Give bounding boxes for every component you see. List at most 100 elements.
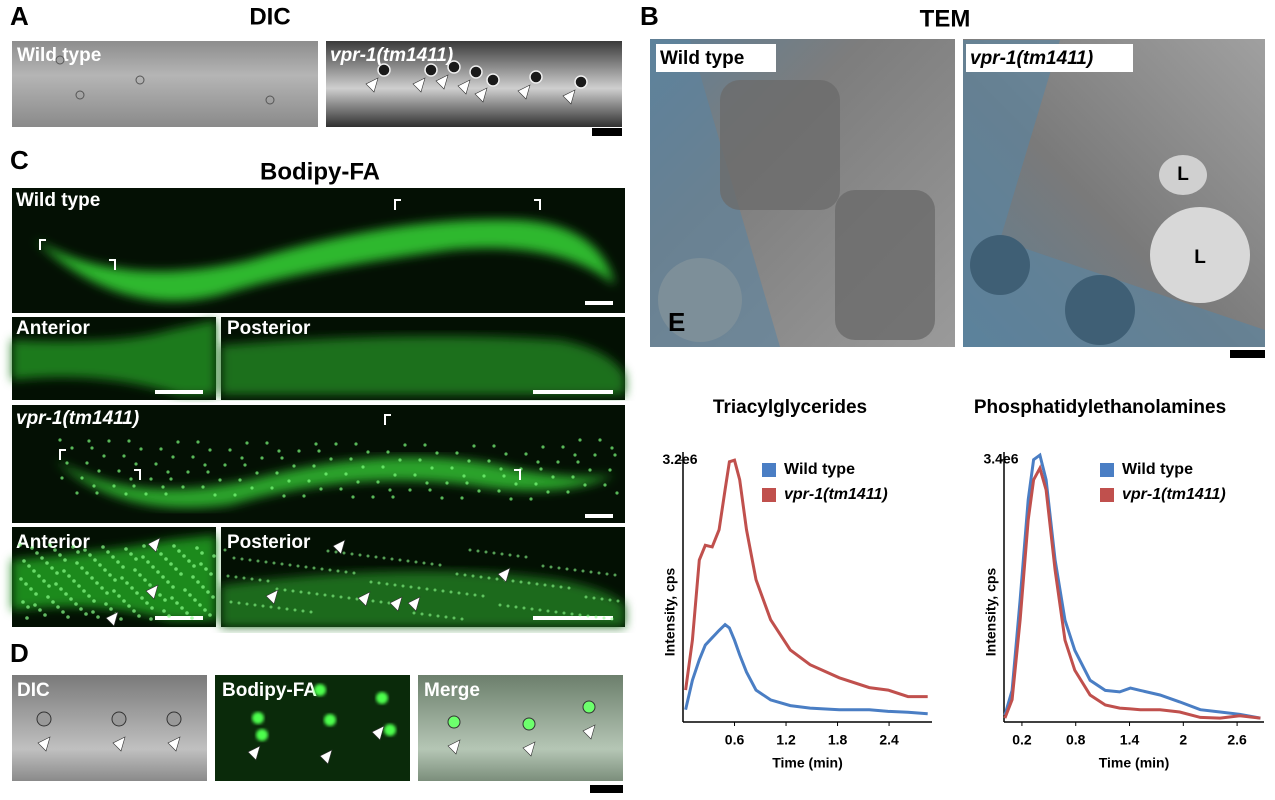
- lipid-dot: [530, 607, 534, 611]
- lipid-dot: [258, 578, 262, 582]
- lipid-dot: [457, 591, 461, 595]
- lipid-dot: [260, 456, 264, 460]
- lipid-dot: [95, 581, 99, 585]
- lipid-dot: [275, 471, 279, 475]
- lipid-dot: [135, 591, 139, 595]
- lipid-dot: [538, 608, 542, 612]
- worm: [55, 457, 615, 508]
- lipid-dot: [124, 492, 128, 496]
- lipid-dot: [21, 600, 25, 604]
- lipid-dot: [191, 455, 195, 459]
- line-series: [1003, 464, 1261, 720]
- image-label: DIC: [17, 680, 50, 701]
- lipid-dot: [98, 563, 102, 567]
- droplet: [447, 715, 461, 729]
- lipid-dot: [134, 557, 138, 561]
- lipid-dot: [223, 463, 227, 467]
- droplet: [36, 711, 52, 727]
- lipid-dot: [288, 563, 292, 567]
- bracket: [59, 449, 66, 460]
- lipid-dot: [213, 493, 217, 497]
- lipid-dot: [87, 594, 91, 598]
- lipid-dot: [139, 447, 143, 451]
- lipid-dot: [573, 453, 577, 457]
- lipid-dot: [137, 614, 141, 618]
- lipid-dot: [608, 598, 612, 602]
- lipid-dot: [349, 457, 353, 461]
- lipid-dot: [358, 553, 362, 557]
- lipid-dot: [366, 450, 370, 454]
- lipid-dot: [87, 439, 91, 443]
- lipid-dot: [134, 462, 138, 466]
- lipid-dot: [161, 575, 165, 579]
- image-label: Posterior: [227, 318, 311, 339]
- line-series: [1003, 452, 1261, 720]
- lipid-dot: [423, 443, 427, 447]
- lipid-dot: [79, 607, 83, 611]
- lipid-dot: [379, 600, 383, 604]
- lipid-dot: [103, 568, 107, 572]
- lipid-dot: [598, 438, 602, 442]
- micrograph: [12, 675, 207, 781]
- lipid-dot: [428, 613, 432, 617]
- lipid-dot: [80, 566, 84, 570]
- arrowhead: [522, 741, 536, 757]
- droplet: [384, 724, 396, 736]
- y-axis-label: Intensity, cps: [662, 568, 678, 657]
- lipid-dot: [183, 588, 187, 592]
- lipid-dot: [524, 452, 528, 456]
- x-axis-label: Time (min): [772, 755, 843, 771]
- lipid-dot: [108, 573, 112, 577]
- lipid-dot: [19, 577, 23, 581]
- lipid-dot: [170, 596, 174, 600]
- lipid-dot: [312, 566, 316, 570]
- lipid-dot: [374, 555, 378, 559]
- panel-title: Bodipy-FA: [260, 158, 380, 185]
- lipid-dot: [66, 615, 70, 619]
- lipid-dot: [468, 548, 472, 552]
- lipid-dot: [600, 597, 604, 601]
- lipid-dot: [551, 475, 555, 479]
- legend-swatch: [1100, 488, 1114, 502]
- lipid-dot: [96, 615, 100, 619]
- lipid-dot: [570, 612, 574, 616]
- image-label: vpr-1(tm1411): [330, 45, 453, 66]
- worm: [35, 219, 615, 301]
- x-tick-label: 2.6: [1227, 732, 1247, 748]
- lipid-dot: [500, 552, 504, 556]
- lipid-dot: [144, 492, 148, 496]
- lipid-dot: [296, 564, 300, 568]
- lipid-dot: [255, 471, 259, 475]
- lipid-dot: [59, 587, 63, 591]
- lipid-dot: [472, 444, 476, 448]
- lipid-dot: [46, 595, 50, 599]
- lipid-dot: [62, 569, 66, 573]
- arrowhead: [562, 89, 576, 105]
- arrowhead: [319, 749, 333, 765]
- legend-swatch: [762, 488, 776, 502]
- lipid-dot: [444, 615, 448, 619]
- lipid-dot: [119, 617, 123, 621]
- image-label: Merge: [424, 680, 480, 701]
- lipid-dot: [605, 572, 609, 576]
- bracket: [109, 259, 116, 270]
- lipid-dot: [287, 479, 291, 483]
- lipid-dot: [204, 567, 208, 571]
- lipid-dot: [250, 577, 254, 581]
- lipid-dot: [154, 462, 158, 466]
- lipid-dot: [393, 473, 397, 477]
- droplet: [376, 692, 388, 704]
- droplet: [377, 63, 391, 77]
- lipid-dot: [113, 578, 117, 582]
- legend-swatch: [762, 463, 776, 477]
- lipid-dot: [291, 589, 295, 593]
- lipid-dot: [132, 484, 136, 488]
- lipid-dot: [188, 593, 192, 597]
- y-axis-label: Intensity, cps: [983, 568, 999, 657]
- x-tick-label: 1.8: [828, 732, 848, 748]
- lipid-dot: [132, 609, 136, 613]
- lipid-dot: [473, 593, 477, 597]
- lipid-dot: [211, 595, 215, 599]
- lipid-dot: [556, 460, 560, 464]
- lipid-dot: [148, 583, 152, 587]
